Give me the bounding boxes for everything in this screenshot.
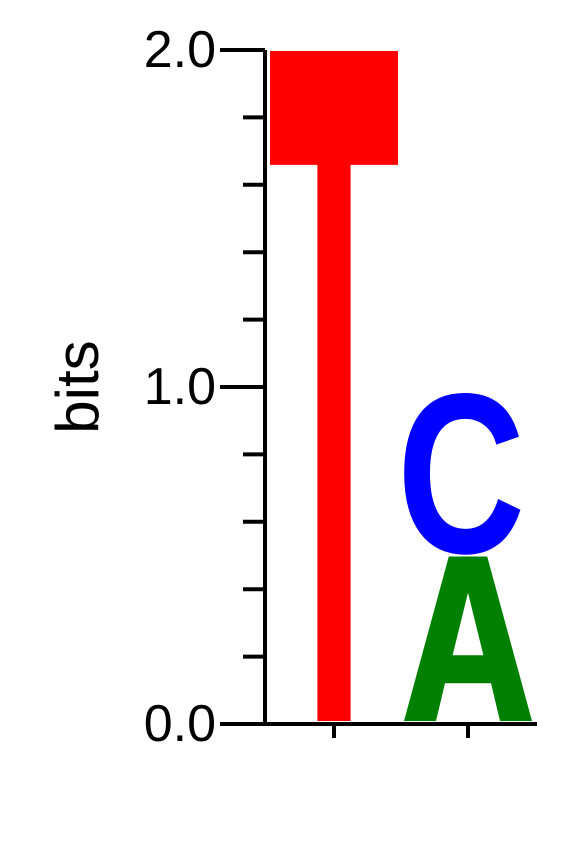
y-tick-label: 0.0 (144, 695, 216, 753)
position-1-stack (270, 51, 398, 721)
letter-C-mark: C (397, 347, 525, 601)
letter-stacks: C (270, 51, 532, 721)
y-axis-title: bits (44, 340, 111, 433)
letter-T-mark (270, 51, 398, 721)
position-2-stack: C (397, 347, 532, 721)
y-tick-label: 2.0 (144, 21, 216, 79)
y-ticks: 0.0 1.0 2.0 (144, 21, 265, 753)
y-tick-label: 1.0 (144, 358, 216, 416)
x-ticks (332, 724, 470, 738)
letter-A-mark (404, 556, 532, 721)
